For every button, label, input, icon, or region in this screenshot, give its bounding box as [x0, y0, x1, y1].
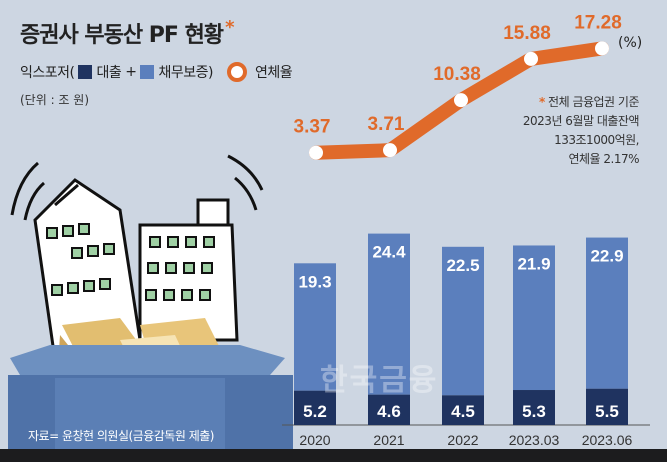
title-text: 증권사 부동산 PF 현황 [20, 23, 224, 48]
loan-value: 4.6 [377, 402, 401, 421]
rate-line: 3.37 3.71 10.38 15.88 17.28 [294, 12, 622, 160]
bar-group: 21.9 5.3 2023.03 [509, 245, 560, 448]
note-asterisk: * [538, 95, 545, 109]
chart-title: 증권사 부동산 PF 현황 * [20, 17, 235, 49]
unit-label: (단위 : 조 원) [20, 93, 90, 107]
bar-group: 22.9 5.5 2023.06 [582, 237, 633, 448]
legend-plus: + [125, 64, 137, 80]
rate-value: 3.71 [368, 114, 405, 135]
loan-value: 5.3 [522, 402, 546, 421]
guarantee-bar [586, 237, 628, 389]
loan-bar [586, 388, 628, 425]
buildings-illustration [8, 154, 293, 449]
note-line3: 133조1000억원, [554, 133, 639, 147]
loan-bar [513, 390, 555, 425]
guarantee-value: 22.5 [446, 256, 479, 275]
footnote: * 전체 금융업권 기준 2023년 6월말 대출잔액 133조1000억원, … [522, 93, 640, 169]
loan-value: 5.2 [303, 402, 327, 421]
bar-group: 22.5 4.5 2022 [442, 246, 484, 448]
infographic: 증권사 부동산 PF 현황 * 익스포저( 대출 + 채무보증) 연체율 (단위 … [0, 0, 667, 449]
loan-bar [442, 395, 484, 425]
rate-point [309, 145, 323, 160]
note-line2: 2023년 6월말 대출잔액 [522, 114, 640, 128]
guarantee-bar [442, 246, 484, 396]
x-tick-label: 2023.03 [509, 432, 560, 448]
guarantee-value: 19.3 [298, 272, 331, 291]
x-tick-label: 2021 [373, 432, 404, 448]
guarantee-value: 24.4 [372, 243, 406, 262]
note-line4: 연체율 2.17% [568, 152, 639, 166]
bottom-band [0, 449, 667, 462]
guarantee-value: 21.9 [517, 254, 550, 273]
rate-point [454, 93, 468, 108]
bar-group: 19.3 5.2 2020 [294, 263, 336, 448]
title-asterisk: * [225, 17, 234, 38]
loan-bar [294, 390, 336, 425]
legend-rate-label: 연체율 [254, 65, 293, 81]
bars: 19.3 5.2 2020 24.4 4.6 2021 22.5 4.5 2022 21.9 5.3… [294, 233, 633, 448]
legend-guarantee-label: 채무보증) [158, 65, 213, 81]
guarantee-value: 22.9 [590, 247, 623, 266]
rate-value: 10.38 [433, 64, 481, 85]
bar-group: 24.4 4.6 2021 [368, 233, 410, 448]
legend: 익스포저( 대출 + 채무보증) 연체율 [20, 62, 293, 82]
guarantee-swatch-icon [140, 65, 155, 79]
source-note: 자료= 윤창현 의원실(금융감독원 제출) [28, 429, 214, 443]
note-line1: 전체 금융업권 기준 [548, 95, 639, 109]
x-tick-label: 2022 [447, 432, 478, 448]
chart-area: 19.3 5.2 2020 24.4 4.6 2021 22.5 4.5 2022 21.9 5.3… [282, 12, 650, 448]
loan-bar [368, 394, 410, 425]
percent-unit: (%) [618, 35, 643, 51]
legend-loan-label: 대출 [96, 65, 122, 81]
rate-point [383, 143, 397, 158]
legend-prefix: 익스포저( [20, 65, 75, 81]
rate-value: 3.37 [294, 117, 331, 138]
rate-point [524, 51, 538, 66]
x-tick-label: 2020 [299, 432, 330, 448]
guarantee-bar [294, 263, 336, 391]
loan-value: 4.5 [451, 402, 475, 421]
x-tick-label: 2023.06 [582, 432, 633, 448]
loan-swatch-icon [78, 65, 93, 79]
loan-value: 5.5 [595, 402, 619, 421]
rate-marker-icon [226, 62, 247, 82]
rate-point [595, 41, 609, 56]
rate-value: 17.28 [574, 12, 622, 33]
guarantee-bar [513, 245, 555, 391]
rate-value: 15.88 [503, 23, 551, 44]
guarantee-bar [368, 233, 410, 395]
watermark: 한국금융 [320, 363, 439, 398]
